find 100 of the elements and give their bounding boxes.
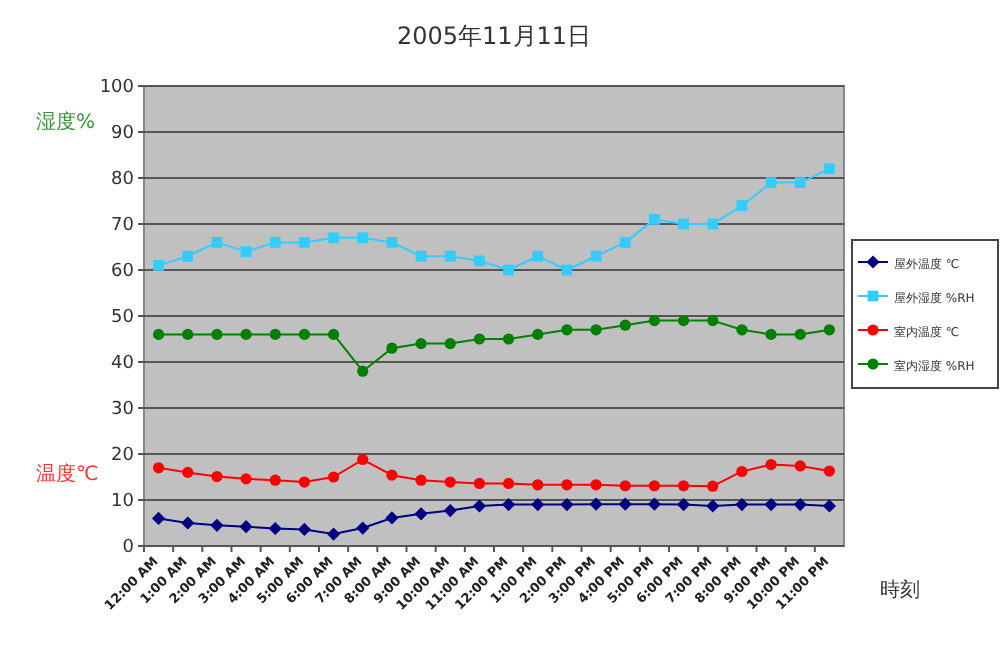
point bbox=[707, 480, 719, 492]
point bbox=[181, 516, 195, 530]
point bbox=[764, 498, 778, 512]
point bbox=[532, 328, 544, 340]
point bbox=[619, 237, 631, 248]
point bbox=[561, 479, 573, 491]
point bbox=[678, 218, 689, 230]
point bbox=[415, 250, 427, 262]
point bbox=[240, 328, 252, 340]
y-axis-title: 湿度% bbox=[36, 110, 96, 134]
y-tick-label: 50 bbox=[111, 308, 135, 328]
point bbox=[619, 319, 631, 331]
point bbox=[357, 453, 369, 466]
point bbox=[182, 328, 194, 340]
point bbox=[765, 328, 777, 340]
point bbox=[328, 232, 339, 244]
point bbox=[327, 328, 340, 340]
point bbox=[182, 250, 194, 262]
point bbox=[648, 315, 661, 327]
point bbox=[211, 328, 223, 340]
point bbox=[647, 497, 662, 511]
point bbox=[356, 521, 370, 535]
point bbox=[618, 497, 632, 511]
point bbox=[239, 520, 253, 534]
y-tick-label: 30 bbox=[111, 400, 135, 420]
point bbox=[415, 338, 427, 350]
point bbox=[472, 499, 487, 513]
point bbox=[532, 479, 544, 491]
point bbox=[386, 342, 398, 354]
point bbox=[589, 497, 603, 511]
point bbox=[151, 511, 166, 525]
point bbox=[736, 324, 748, 336]
point bbox=[794, 460, 806, 472]
point bbox=[676, 498, 691, 512]
point bbox=[269, 237, 281, 248]
point bbox=[794, 328, 806, 340]
y-tick-label: 20 bbox=[111, 446, 135, 466]
point bbox=[444, 338, 456, 350]
point bbox=[590, 324, 602, 336]
point bbox=[414, 507, 428, 521]
point bbox=[735, 498, 749, 512]
point bbox=[707, 315, 719, 327]
point bbox=[648, 480, 661, 492]
point bbox=[707, 218, 719, 230]
point bbox=[736, 465, 748, 478]
point bbox=[211, 237, 223, 248]
point bbox=[473, 333, 486, 345]
point bbox=[677, 480, 690, 492]
point bbox=[210, 518, 224, 532]
y-tick-label: 80 bbox=[111, 170, 135, 190]
y-tick-label: 10 bbox=[111, 492, 135, 512]
point bbox=[532, 250, 544, 262]
y-tick-label: 0 bbox=[122, 538, 135, 558]
point bbox=[182, 466, 194, 478]
point bbox=[152, 462, 165, 474]
point bbox=[793, 498, 807, 512]
point bbox=[240, 246, 252, 257]
chart-title: 2005年11月11日 bbox=[396, 22, 592, 50]
y-tick-label: 100 bbox=[99, 78, 135, 98]
point bbox=[269, 474, 281, 486]
point bbox=[386, 469, 398, 481]
point bbox=[590, 479, 602, 491]
point bbox=[327, 471, 340, 483]
x-axis-title: 時刻 bbox=[880, 578, 920, 602]
point bbox=[503, 264, 514, 276]
point bbox=[152, 328, 165, 340]
point bbox=[153, 260, 164, 271]
point bbox=[297, 522, 312, 537]
point bbox=[444, 476, 456, 488]
point bbox=[386, 237, 398, 248]
point bbox=[824, 163, 835, 175]
point bbox=[211, 470, 223, 483]
point bbox=[590, 250, 602, 262]
y-tick-label: 90 bbox=[111, 124, 135, 144]
point bbox=[561, 324, 573, 336]
point bbox=[794, 177, 806, 188]
point bbox=[502, 477, 515, 490]
point bbox=[649, 214, 660, 225]
point bbox=[501, 498, 516, 512]
point bbox=[299, 237, 310, 248]
point bbox=[385, 511, 399, 525]
point bbox=[502, 333, 515, 345]
point bbox=[240, 473, 252, 485]
y-tick-label: 40 bbox=[111, 354, 135, 374]
point bbox=[765, 458, 777, 471]
point bbox=[823, 324, 836, 336]
point bbox=[357, 365, 369, 377]
point bbox=[560, 498, 574, 512]
point bbox=[473, 477, 486, 490]
y-tick-label: 70 bbox=[111, 216, 135, 236]
point bbox=[268, 521, 282, 536]
point bbox=[474, 255, 485, 267]
point bbox=[765, 177, 777, 188]
point bbox=[357, 232, 369, 244]
point bbox=[677, 315, 690, 327]
point bbox=[415, 474, 427, 486]
point bbox=[298, 476, 311, 488]
point bbox=[531, 498, 545, 512]
y-tick-label: 60 bbox=[111, 262, 135, 282]
point bbox=[326, 527, 341, 541]
